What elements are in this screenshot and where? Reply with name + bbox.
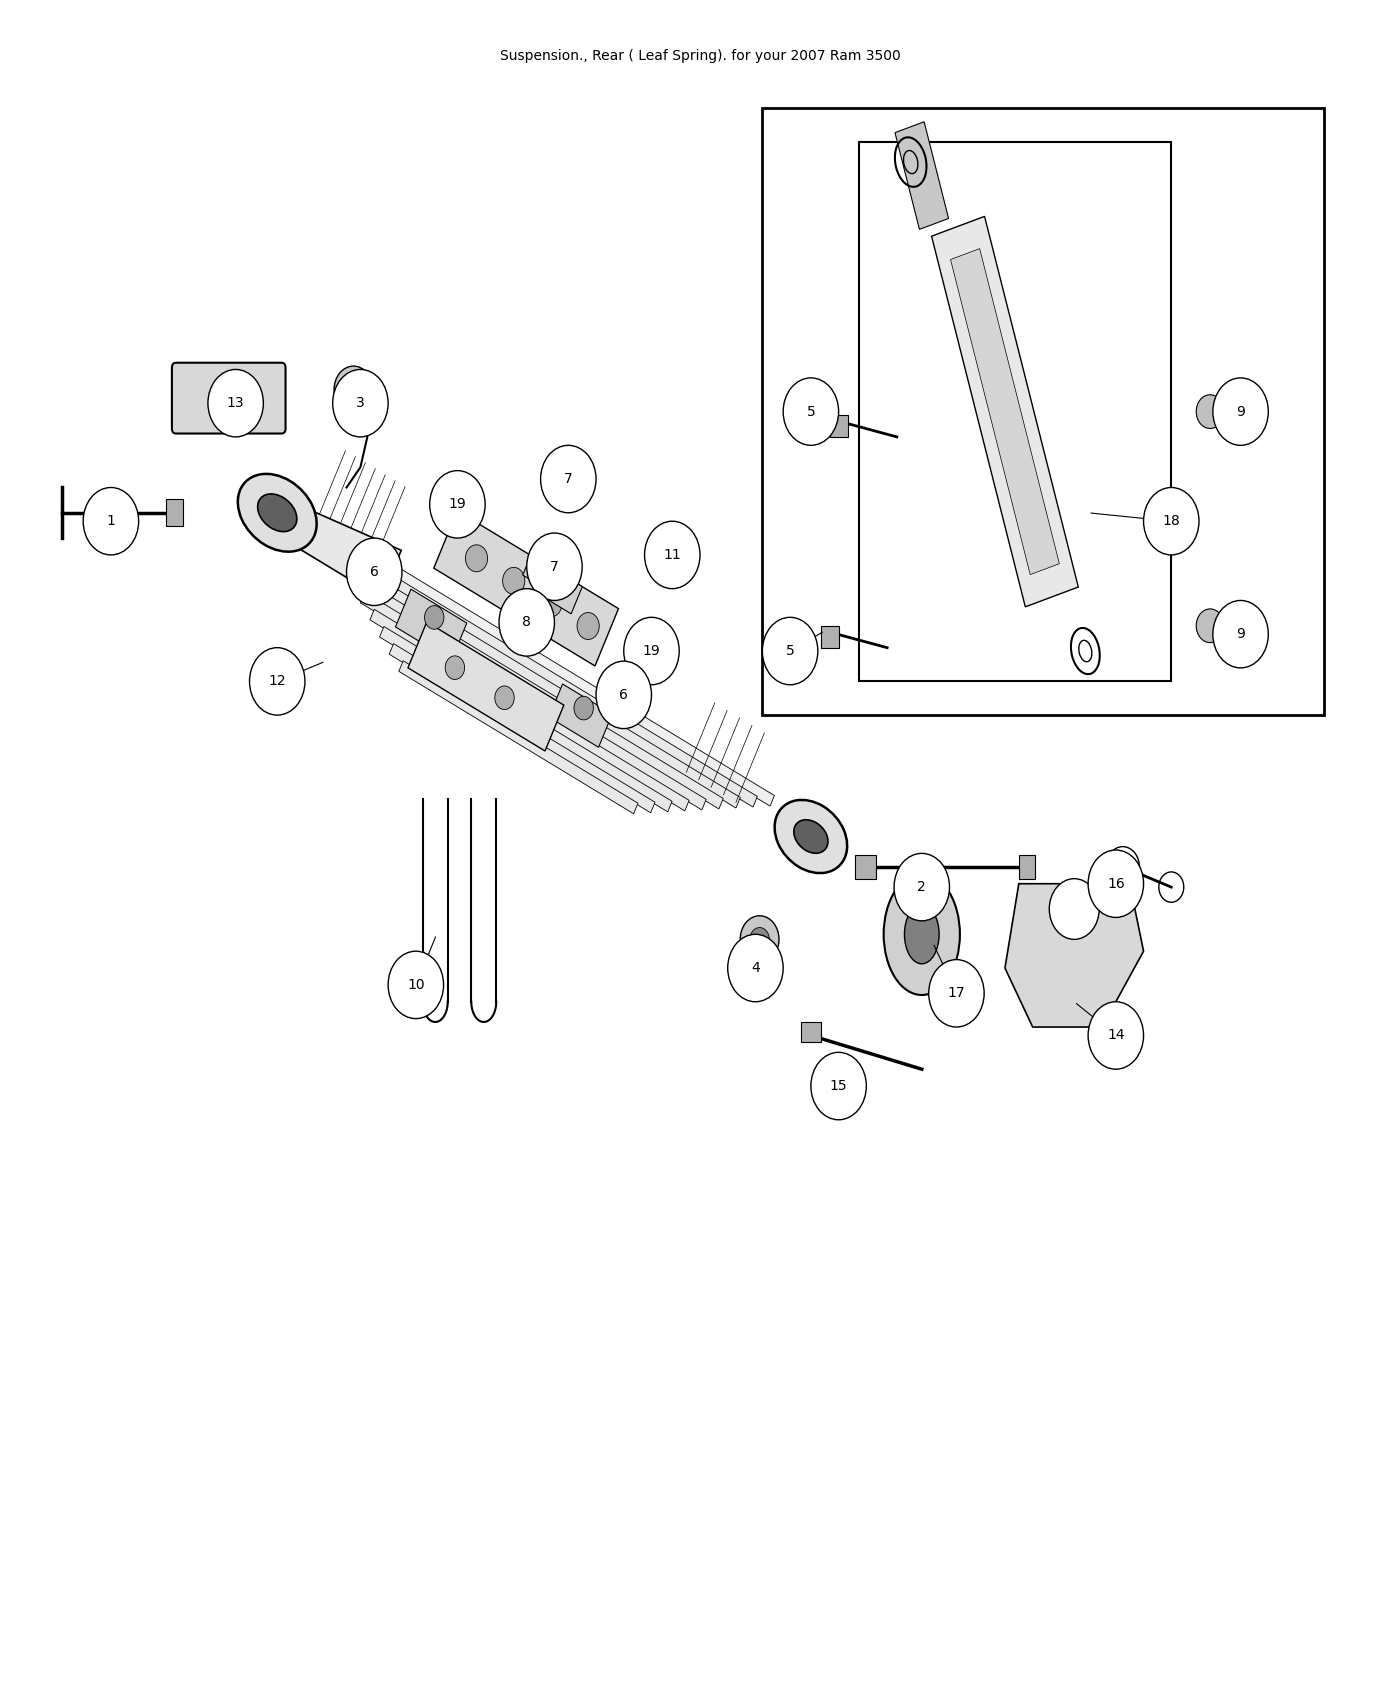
Circle shape: [928, 959, 984, 1027]
Text: 14: 14: [1107, 1028, 1124, 1042]
Polygon shape: [370, 609, 689, 811]
Circle shape: [333, 369, 388, 437]
Text: 3: 3: [356, 396, 365, 410]
Polygon shape: [294, 510, 402, 598]
FancyBboxPatch shape: [830, 415, 848, 437]
Text: 12: 12: [269, 675, 286, 688]
Polygon shape: [1005, 884, 1144, 1027]
Text: 9: 9: [1236, 627, 1245, 641]
Circle shape: [1212, 600, 1268, 668]
FancyBboxPatch shape: [172, 362, 286, 434]
Polygon shape: [399, 661, 638, 814]
Text: 7: 7: [564, 473, 573, 486]
Text: 5: 5: [785, 644, 794, 658]
Text: 19: 19: [448, 498, 466, 512]
Text: 15: 15: [830, 1080, 847, 1093]
Polygon shape: [322, 524, 774, 806]
Circle shape: [574, 697, 594, 719]
Circle shape: [741, 916, 778, 962]
Ellipse shape: [794, 819, 827, 853]
Circle shape: [424, 605, 444, 629]
Circle shape: [811, 1052, 867, 1120]
Circle shape: [596, 661, 651, 729]
Circle shape: [783, 377, 839, 445]
Circle shape: [763, 617, 818, 685]
Ellipse shape: [213, 372, 244, 423]
Circle shape: [430, 471, 486, 539]
FancyBboxPatch shape: [1019, 855, 1036, 879]
Circle shape: [209, 369, 263, 437]
Text: 6: 6: [370, 564, 379, 578]
Circle shape: [465, 544, 487, 571]
Polygon shape: [931, 216, 1078, 607]
Circle shape: [624, 617, 679, 685]
Circle shape: [347, 539, 402, 605]
Polygon shape: [342, 558, 741, 808]
Circle shape: [249, 648, 305, 716]
Polygon shape: [546, 571, 582, 614]
Circle shape: [540, 590, 561, 617]
Text: 6: 6: [619, 688, 629, 702]
Circle shape: [1088, 850, 1144, 918]
Text: 17: 17: [948, 986, 965, 1000]
Circle shape: [750, 928, 770, 952]
Ellipse shape: [238, 474, 316, 552]
FancyBboxPatch shape: [763, 109, 1324, 716]
Circle shape: [498, 588, 554, 656]
Circle shape: [503, 568, 525, 595]
Text: 2: 2: [917, 881, 927, 894]
Polygon shape: [434, 510, 619, 666]
Polygon shape: [396, 590, 466, 661]
Circle shape: [895, 853, 949, 921]
Polygon shape: [360, 592, 706, 809]
Circle shape: [728, 935, 783, 1001]
Circle shape: [445, 656, 465, 680]
FancyBboxPatch shape: [801, 1022, 820, 1042]
Circle shape: [644, 522, 700, 588]
Circle shape: [494, 687, 514, 709]
Text: 19: 19: [643, 644, 661, 658]
FancyBboxPatch shape: [860, 141, 1172, 682]
Text: 13: 13: [227, 396, 245, 410]
Polygon shape: [407, 622, 564, 751]
Circle shape: [1212, 377, 1268, 445]
Text: 8: 8: [522, 615, 531, 629]
FancyBboxPatch shape: [855, 855, 876, 879]
Circle shape: [1050, 879, 1099, 940]
Polygon shape: [350, 575, 724, 809]
Text: 9: 9: [1236, 405, 1245, 418]
Text: 16: 16: [1107, 877, 1124, 891]
Ellipse shape: [774, 801, 847, 874]
Circle shape: [577, 612, 599, 639]
Text: 4: 4: [750, 960, 760, 976]
Ellipse shape: [883, 874, 960, 994]
Circle shape: [1196, 609, 1224, 643]
Text: 7: 7: [550, 559, 559, 573]
Polygon shape: [951, 248, 1060, 575]
Text: Suspension., Rear ( Leaf Spring). for your 2007 Ram 3500: Suspension., Rear ( Leaf Spring). for yo…: [500, 49, 900, 63]
Polygon shape: [522, 547, 559, 590]
Polygon shape: [332, 541, 757, 808]
Circle shape: [526, 534, 582, 600]
Polygon shape: [379, 627, 672, 813]
Ellipse shape: [258, 495, 297, 532]
Circle shape: [1088, 1001, 1144, 1069]
Circle shape: [1144, 488, 1198, 554]
Text: 5: 5: [806, 405, 815, 418]
Text: 11: 11: [664, 547, 682, 563]
Text: 10: 10: [407, 977, 424, 991]
Ellipse shape: [904, 904, 939, 964]
FancyBboxPatch shape: [820, 626, 839, 648]
Text: 1: 1: [106, 513, 115, 529]
Polygon shape: [895, 122, 949, 230]
Circle shape: [335, 366, 372, 413]
Polygon shape: [549, 683, 612, 748]
Circle shape: [1196, 394, 1224, 428]
FancyBboxPatch shape: [167, 500, 183, 527]
Polygon shape: [389, 644, 655, 813]
Circle shape: [83, 488, 139, 554]
Circle shape: [540, 445, 596, 513]
Circle shape: [388, 952, 444, 1018]
Text: 18: 18: [1162, 513, 1180, 529]
